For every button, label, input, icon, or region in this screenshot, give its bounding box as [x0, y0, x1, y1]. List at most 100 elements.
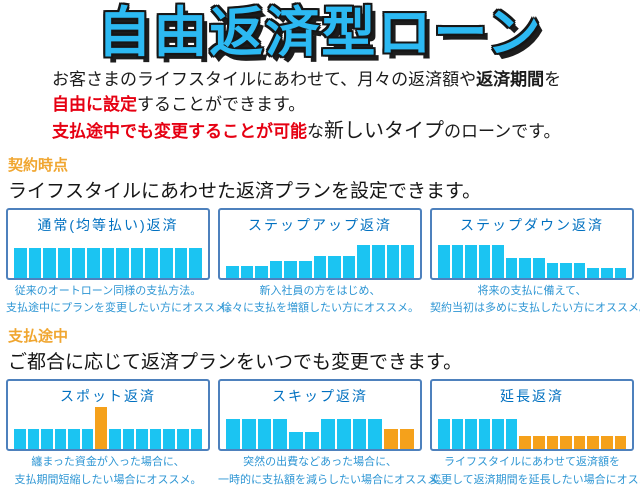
- card-extension-repayment: 延長返済 ライフスタイルにあわせて返済額を 変更して返済期間を延長したい場合にオ…: [430, 379, 640, 488]
- payment-bar: [160, 248, 173, 279]
- card-normal-repayment: 通常(均等払い)返済 従来のオートローン同様の支払方法。 支払途中にプランを変更…: [6, 208, 237, 317]
- payment-bar: [54, 429, 67, 450]
- payment-bar: [533, 436, 545, 450]
- intro-line1-bold: 返済期間: [476, 70, 545, 90]
- section-at-contract: 契約時点 ライフスタイルにあわせた返済プランを設定できます。 通常(均等払い)返…: [0, 154, 640, 317]
- intro-line3-mid: な: [307, 122, 324, 142]
- card-stepup-caption-1: 新入社員の方をはじめ、: [259, 285, 381, 298]
- card-stepup-caption-2: 徐々に支払を増額したい方にオススメ。: [221, 302, 419, 315]
- payment-bar: [241, 419, 256, 450]
- payment-bar: [136, 429, 148, 450]
- payment-bar: [505, 258, 518, 279]
- payment-bar: [27, 429, 40, 450]
- payment-bar: [305, 432, 319, 450]
- card-normal-box: 通常(均等払い)返済: [6, 208, 210, 281]
- payment-bar: [546, 263, 559, 279]
- payment-bar: [130, 248, 144, 279]
- payment-bar: [101, 248, 115, 279]
- payment-bar: [492, 245, 504, 279]
- intro-line3-rest: のローンです。: [444, 122, 561, 142]
- payment-bar: [145, 248, 159, 279]
- card-stepdown-caption-1: 将来の支払に備えて、: [477, 285, 587, 298]
- payment-bar: [257, 419, 272, 450]
- payment-bar: [573, 436, 586, 450]
- payment-bar: [87, 248, 100, 279]
- normal-repayment-bar-chart: [14, 248, 202, 279]
- card-stepup-repayment: ステップアップ返済 新入社員の方をはじめ、 徐々に支払を増額したい方にオススメ。: [218, 208, 422, 317]
- payment-bar: [163, 429, 175, 450]
- payment-bar: [269, 261, 283, 279]
- payment-bar: [28, 248, 42, 279]
- card-normal-caption-2: 支払途中にプランを変更したい方にオススメ。: [6, 302, 237, 315]
- intro-line3-red: 支払途中でも変更することが可能: [52, 122, 307, 142]
- payment-bar: [465, 419, 477, 450]
- card-extension-caption-1: ライフスタイルにあわせて返済額を: [444, 456, 620, 469]
- card-skip-repayment: スキップ返済 突然の出費などあった場合に、 一時的に支払額を減らしたい場合にオス…: [218, 379, 449, 488]
- payment-bar: [368, 419, 383, 450]
- spot-repayment-bar-chart: [14, 407, 203, 450]
- intro-paragraph: お客さまのライフスタイルにあわせて、月々の返済額や返済期間を 自由に設定すること…: [52, 68, 640, 146]
- intro-line1-text: お客さまのライフスタイルにあわせて、月々の返済額や: [52, 70, 477, 90]
- payment-bar: [41, 429, 53, 450]
- payment-bar: [43, 248, 56, 279]
- payment-bar: [149, 429, 162, 450]
- payment-bar: [95, 407, 108, 450]
- extension-repayment-bar-chart: [438, 419, 627, 450]
- card-skip-caption-2: 一時的に支払額を減らしたい場合にオススメ。: [218, 473, 449, 486]
- intro-line2-rest: することができます。: [137, 94, 306, 114]
- payment-bar: [357, 245, 371, 279]
- payment-bar: [255, 266, 268, 279]
- card-stepdown-box: ステップダウン返済: [430, 208, 634, 281]
- payment-bar: [342, 256, 356, 279]
- section1-cards-row: 通常(均等払い)返済 従来のオートローン同様の支払方法。 支払途中にプランを変更…: [0, 208, 640, 317]
- payment-bar: [401, 245, 414, 279]
- payment-bar: [451, 419, 464, 450]
- payment-bar: [587, 436, 599, 450]
- card-normal-captions: 従来のオートローン同様の支払方法。 支払途中にプランを変更したい方にオススメ。: [6, 283, 237, 317]
- payment-bar: [478, 419, 491, 450]
- section2-heading: 支払途中: [8, 328, 69, 346]
- section1-subheading: ライフスタイルにあわせた返済プランを設定できます。: [8, 181, 482, 203]
- card-skip-captions: 突然の出費などあった場合に、 一時的に支払額を減らしたい場合にオススメ。: [218, 454, 449, 488]
- payment-bar: [81, 429, 94, 450]
- payment-bar: [226, 419, 240, 450]
- payment-bar: [116, 248, 129, 279]
- payment-bar: [273, 419, 288, 450]
- card-extension-captions: ライフスタイルにあわせて返済額を 変更して返済期間を延長したい場合にオススメ。: [430, 454, 640, 488]
- card-stepup-captions: 新入社員の方をはじめ、 徐々に支払を増額したい方にオススメ。: [218, 283, 422, 317]
- card-skip-title: スキップ返済: [272, 388, 368, 405]
- intro-line-3: 支払途中でも変更することが可能な新しいタイプのローンです。: [52, 117, 640, 146]
- payment-bar: [352, 419, 367, 450]
- card-extension-title: 延長返済: [500, 388, 564, 405]
- card-skip-caption-1: 突然の出費などあった場合に、: [243, 456, 397, 469]
- card-extension-caption-2: 変更して返済期間を延長したい場合にオススメ。: [430, 473, 640, 486]
- payment-bar: [189, 248, 202, 279]
- payment-bar: [560, 436, 572, 450]
- payment-bar: [386, 245, 400, 279]
- card-stepup-box: ステップアップ返済: [218, 208, 422, 281]
- payment-bar: [451, 245, 464, 279]
- stepup-repayment-bar-chart: [226, 245, 414, 279]
- payment-bar: [68, 429, 80, 450]
- payment-bar: [109, 429, 121, 450]
- card-stepup-title: ステップアップ返済: [248, 217, 392, 234]
- payment-bar: [176, 429, 189, 450]
- payment-bar: [320, 419, 335, 450]
- payment-bar: [438, 419, 450, 450]
- card-spot-box: スポット返済: [6, 379, 210, 452]
- section2-cards-row: スポット返済 纏まった資金が入った場合に、 支払期間短縮したい場合にオススメ。 …: [0, 379, 640, 488]
- payment-bar: [505, 419, 518, 450]
- card-stepdown-title: ステップダウン返済: [460, 217, 604, 234]
- payment-bar: [614, 268, 627, 279]
- card-normal-title: 通常(均等払い)返済: [37, 217, 179, 234]
- payment-bar: [573, 263, 586, 279]
- payment-bar: [284, 261, 298, 279]
- payment-bar: [400, 429, 414, 450]
- card-spot-captions: 纏まった資金が入った場合に、 支払期間短縮したい場合にオススメ。: [6, 454, 210, 488]
- payment-bar: [614, 436, 627, 450]
- payment-bar: [372, 245, 385, 279]
- card-spot-title: スポット返済: [60, 388, 156, 405]
- intro-line3-big: 新しいタイプ: [324, 120, 444, 143]
- payment-bar: [519, 258, 532, 279]
